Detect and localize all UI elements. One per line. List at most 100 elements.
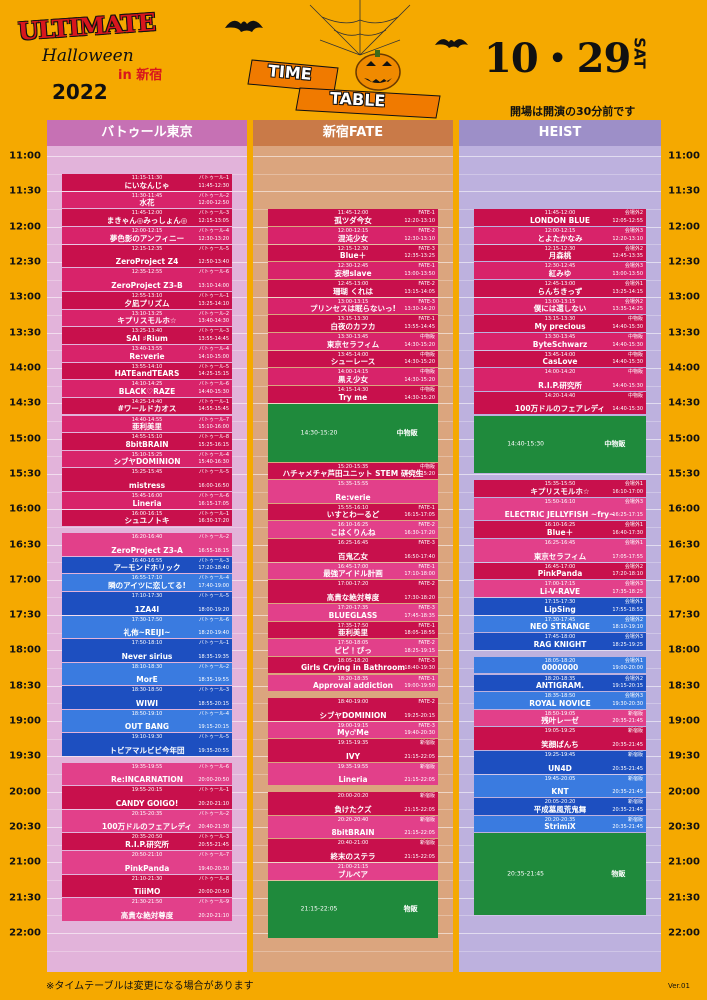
benefit-time: 18:35-19:35	[198, 653, 229, 660]
artist-name: HATEandTEARS	[114, 369, 180, 379]
event-time: 14:15-14:30	[337, 387, 369, 394]
benefit-time: 12:30-13:10	[404, 235, 435, 242]
event-block: 14:00-14:15 黒え少女 中物販 14:30-15:20	[268, 368, 438, 386]
time-label-right: 18:00	[668, 644, 700, 656]
benefit-time: 17:30-18:20	[404, 594, 435, 601]
event-block: 21:10-21:30 TiiiMO バトゥール-8 20:00-20:50	[62, 874, 232, 898]
event-block: 14:25-14:40 #ワールドカオス バトゥール-1 14:55-15:45	[62, 397, 232, 415]
pumpkin	[355, 50, 401, 91]
artist-name: Approval addiction	[313, 681, 393, 691]
time-label-right: 19:00	[668, 715, 700, 727]
event-block: 20:50-21:10 PinkPanda バトゥール-7 19:40-20:30	[62, 851, 232, 874]
artist-name: NEO STRANGE	[529, 622, 591, 632]
benefit-time: 18:25-19:15	[404, 647, 435, 654]
event-block: 11:45-12:00 LONDON BLUE 会場外2 12:05-12:55	[474, 209, 646, 227]
artist-name: シューレース	[330, 357, 376, 367]
banner-table: TABLE	[329, 88, 386, 111]
benefit-time: 17:10-18:00	[404, 571, 435, 578]
benefit-time: 17:20-18:10	[612, 571, 643, 578]
benefit-time: 19:40-20:30	[404, 730, 435, 737]
artist-name: ZeroProject Z3-A	[111, 545, 183, 555]
benefit-time: 14:30-15:20	[404, 341, 435, 348]
time-label-left: 15:30	[9, 468, 41, 480]
benefit-time: 20:35-21:45	[612, 806, 643, 813]
event-label: 物販	[611, 870, 626, 879]
event-time: 16:10-16:25	[337, 522, 369, 529]
artist-name: Li-V-RAVE	[539, 586, 581, 596]
event-time: 14:00-14:20	[544, 369, 576, 376]
stage: 会場外2	[624, 210, 643, 217]
artist-name: ZeroProject Z3-B	[111, 280, 183, 290]
event-time: 11:30-11:45	[131, 192, 163, 199]
benefit-time: 15:10-16:00	[198, 424, 229, 431]
benefit-time: 19:35-20:55	[198, 747, 229, 754]
event-time: 13:55-14:10	[131, 363, 163, 370]
artist-name: 0000000	[541, 663, 579, 673]
event-block: 14:15-14:30 Try me 中物販 14:30-15:20	[268, 386, 438, 403]
benefit-time: 18:40-19:30	[404, 665, 435, 672]
half-line	[47, 526, 247, 528]
artist-name: Re:INCARNATION	[110, 775, 184, 785]
event-block: 18:35-18:50 ROYAL NOVICE 会場外3 19:30-20:30	[474, 692, 646, 709]
event-time: 14:10-14:25	[131, 381, 163, 388]
event-time: 17:15-17:30	[544, 598, 576, 605]
benefit-time: 16:10-17:00	[612, 488, 643, 495]
stage: FATE-2	[418, 581, 435, 588]
artist-name: シブヤDOMINION	[113, 457, 181, 467]
artist-name: キプリスモルホ☆	[530, 486, 590, 496]
time-label-left: 18:00	[9, 644, 41, 656]
event-block: 12:30-12:45 紅みゆ 会場外3 13:00-13:50	[474, 262, 646, 280]
stage: FATE-1	[418, 263, 435, 270]
half-line	[253, 173, 453, 175]
stage: FATE-3	[418, 722, 435, 729]
event-block: 17:10-17:30 1ZA4I バトゥール-5 18:00-19:20	[62, 592, 232, 615]
event-time: 14:55-15:10	[131, 434, 163, 441]
event-time: 13:45-14:00	[337, 351, 369, 358]
stage: FATE-1	[418, 210, 435, 217]
artist-name: PinkPanda	[124, 863, 170, 873]
stage: 中物販	[627, 316, 643, 323]
artist-name: Blue＋	[546, 528, 574, 538]
event-time: 16:40-16:55	[131, 557, 163, 564]
benefit-time: 14:40-15:30	[612, 324, 643, 331]
artist-name: ブルベア	[338, 869, 368, 879]
event-time: 11:45-12:00	[337, 210, 369, 217]
artist-name: まきゃん◎みっしょん◎	[106, 216, 188, 226]
stage: バトゥール-2	[198, 534, 229, 541]
stage: バトゥール-1	[198, 510, 229, 517]
event-time: 14:00-14:15	[337, 369, 369, 376]
stage: 新宿版	[627, 816, 643, 823]
event-time: 19:15-19:35	[337, 740, 369, 747]
event-block: 13:45-14:00 シューレース 中物販 14:30-15:20	[268, 350, 438, 368]
stage: 会場外1	[624, 522, 643, 529]
benefit-time: 16:15-17:05	[404, 512, 435, 519]
stage: バトゥール-4	[198, 710, 229, 717]
event-block: 20:35-20:50 R.I.P.研究所 バトゥール-3 20:55-21:45	[62, 833, 232, 851]
event-time: 15:10-15:25	[131, 451, 163, 458]
stage: FATE-3	[418, 245, 435, 252]
event-block: 18:30-18:50 WIWI バトゥール-3 18:55-20:15	[62, 686, 232, 709]
event-block: 12:00-12:15 夢色影のアンフィニー バトゥール-4 12:30-13:20	[62, 227, 232, 244]
event-block: 20:00-20:20 負けたクズ 新宿版 21:15-22:05	[268, 792, 438, 815]
logo-subtitle: Halloween	[42, 46, 134, 66]
stage: バトゥール-1	[198, 398, 229, 405]
stage: バトゥール-4	[198, 575, 229, 582]
stage: 新宿版	[627, 710, 643, 717]
artist-name: Try me	[338, 392, 368, 402]
event-block: 17:00-17:20 高貴な絶対尊度 FATE-2 17:30-18:20	[268, 580, 438, 603]
stage: バトゥール-1	[198, 787, 229, 794]
event-time: 13:25-13:40	[131, 328, 163, 335]
event-block: 17:50-18:10 Never sirius バトゥール-1 18:35-19:3…	[62, 639, 232, 662]
artist-name: RAG KNIGHT	[533, 639, 587, 649]
event-time: 19:55-20:15	[131, 787, 163, 794]
benefit-time: 19:40-20:30	[198, 865, 229, 872]
event-block: 20:20-20:40 8bitBRAIN 新宿版 21:15-22:05	[268, 815, 438, 839]
event-block: 12:35-12:55 ZeroProject Z3-B バトゥール-6 13:10-…	[62, 268, 232, 291]
benefit-time: 17:40-19:00	[198, 583, 229, 590]
event-time: 12:45-13:00	[337, 281, 369, 288]
stage: 新宿版	[627, 799, 643, 806]
event-block: 17:20-17:35 BLUEGLASS FATE-3 17:45-18:35	[268, 603, 438, 621]
event-time: 11:15-11:30	[131, 175, 163, 182]
benefit-time: 12:15-13:05	[198, 218, 229, 225]
stage: 会場外3	[624, 581, 643, 588]
